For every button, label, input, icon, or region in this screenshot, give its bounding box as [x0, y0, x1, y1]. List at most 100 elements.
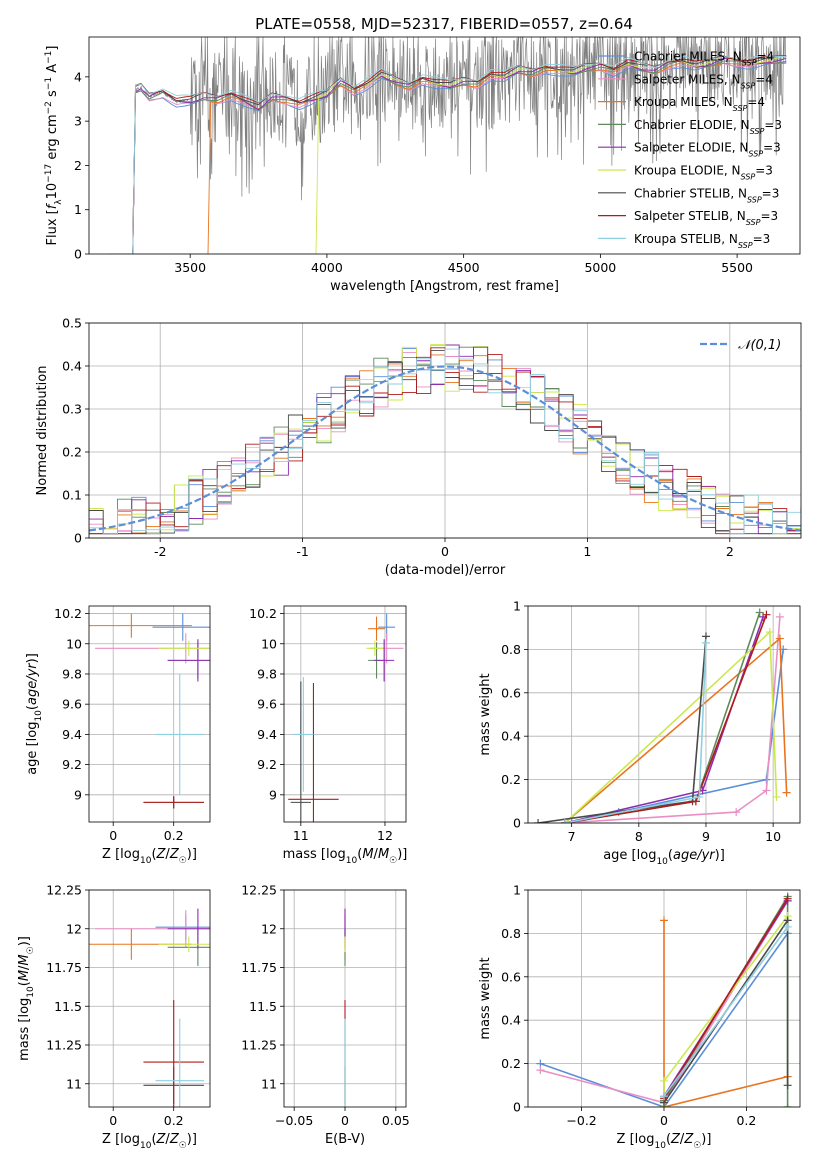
y-tick-label: 12 [261, 921, 277, 936]
y-tick-label: 0.6 [501, 685, 521, 700]
x-tick-label: 5000 [584, 260, 616, 275]
mass-vs-Z-panel: 0 0.2 11 11.25 11.5 11.75 12 12.25 Z [log10(Z/Z☉… [17, 883, 211, 1151]
y-tick-label: 9 [269, 787, 277, 802]
weight-line [540, 932, 789, 1107]
y-axis-label: Normed distribution [35, 366, 50, 496]
errorbar-point [143, 796, 204, 809]
x-axis-label: (data-model)/error [385, 563, 506, 578]
age-vs-mass-plot-area [288, 613, 404, 822]
y-tick-label: 0.8 [501, 926, 521, 941]
y-tick-label: 0.2 [501, 772, 521, 787]
weight-marker [660, 1076, 668, 1085]
x-tick-label: 5500 [721, 260, 753, 275]
y-tick-label: 4 [74, 69, 82, 84]
y-tick-label: 0.4 [501, 729, 521, 744]
x-tick-label: 9 [702, 829, 710, 844]
weight-line [564, 612, 761, 823]
y-tick-label: 0 [513, 1100, 521, 1115]
weight-marker [782, 788, 791, 797]
weight-marker [772, 792, 781, 801]
errorbar-point [155, 673, 204, 795]
y-tick-label: 0.8 [501, 642, 521, 657]
x-tick-label: -1 [296, 544, 308, 559]
x-tick-label: 2 [726, 544, 734, 559]
errorbar-point [158, 936, 210, 952]
legend-entry: Chabrier ELODIE, NSSP=3 [634, 118, 782, 136]
legend-entry: Salpeter ELODIE, NSSP=3 [634, 141, 781, 159]
legend-entry: Kroupa STELIB, NSSP=3 [634, 232, 770, 250]
weight-marker [691, 797, 700, 806]
weight-marker [755, 608, 764, 617]
y-tick-label: 10 [261, 636, 277, 651]
weight-marker [762, 610, 771, 619]
legend-entry: Salpeter MILES, NSSP=4 [634, 72, 773, 90]
errorbar-point [143, 1000, 204, 1107]
errorbar-point [293, 676, 314, 792]
y-axis-label: mass weight [478, 957, 493, 1039]
weight-marker [732, 808, 741, 817]
weight-vs-age-panel: 7 8 9 10 0 0.2 0.4 0.6 0.8 1 age [log10(age/yr)] ma… [478, 599, 801, 867]
weight-line [564, 630, 778, 823]
y-tick-label: 9.4 [257, 727, 277, 742]
y-tick-label: 0.1 [62, 488, 82, 503]
x-tick-label: −0.2 [566, 1113, 596, 1128]
y-axis-label: mass weight [478, 673, 493, 755]
weight-marker [701, 638, 710, 647]
x-axis-label: Z [log10(Z/Z☉)] [102, 1132, 197, 1151]
spectrum-legend: Chabrier MILES, NSSP=4 Salpeter MILES, NS… [598, 50, 782, 250]
weight-line [564, 636, 788, 823]
x-tick-label: 11 [293, 828, 309, 843]
y-tick-label: 11.75 [241, 960, 277, 975]
weight-line [564, 642, 707, 823]
y-tick-label: 0.2 [501, 1056, 521, 1071]
age-vs-Z-plot-area [89, 613, 210, 809]
y-axis-label: mass [log10(M/M☉)] [17, 936, 36, 1061]
y-tick-label: 0 [513, 816, 521, 831]
x-axis-label: Z [log10(Z/Z☉)] [617, 1132, 712, 1151]
figure-title: PLATE=0558, MJD=52317, FIBERID=0557, z=0… [255, 15, 633, 33]
y-tick-label: 9.6 [257, 697, 277, 712]
weight-marker [775, 634, 784, 643]
weight-line [663, 898, 789, 1099]
x-tick-label: 4500 [448, 260, 480, 275]
normal-reference-curve [89, 365, 801, 532]
y-tick-label: 10.2 [54, 606, 82, 621]
weight-marker [660, 916, 668, 925]
errorbar-point [152, 613, 210, 641]
y-tick-label: 11.5 [249, 999, 277, 1014]
x-tick-label: 4000 [311, 260, 343, 275]
age-vs-Z-panel: 0 0.2 9 9.2 9.4 9.6 9.8 10 10.2 Z [log10(Z/Z☉)] ag… [25, 605, 211, 866]
y-tick-label: 0.4 [501, 1013, 521, 1028]
spectrum-panel: 3500 4000 4500 5000 5500 0 1 2 3 4 wavelength [Ang… [44, 36, 801, 294]
model-spectrum-line [108, 62, 787, 254]
residuals-legend: 𝒩(0,1) [700, 338, 781, 353]
errorbar-point [288, 683, 339, 822]
residuals-panel: -2 -1 0 1 2 0 0.1 0.2 0.3 0.4 0.5 (data-model)/erro… [35, 316, 802, 578]
weight-marker [660, 1092, 668, 1101]
weight-line [564, 614, 768, 823]
legend-entry: 𝒩(0,1) [738, 338, 781, 353]
x-axis-label: Z [log10(Z/Z☉)] [102, 847, 197, 866]
errorbar-point [155, 1018, 204, 1107]
weight-marker [783, 922, 792, 931]
age-vs-mass-panel: 11 12 9 9.2 9.4 9.6 9.8 10 10.2 mass [log10(M/M☉)… [249, 605, 407, 866]
y-tick-label: 3 [74, 114, 82, 129]
x-axis-label: E(B-V) [325, 1132, 365, 1147]
data-spectrum-line [108, 37, 787, 254]
weight-marker [560, 819, 569, 823]
y-tick-label: 9.8 [62, 666, 82, 681]
age-vs-mass-frame [283, 605, 407, 823]
y-tick-label: 11 [261, 1076, 277, 1091]
y-tick-label: 12 [66, 921, 82, 936]
x-tick-label: 12 [377, 828, 393, 843]
y-tick-label: 0.2 [62, 445, 82, 460]
x-tick-label: 0 [109, 828, 117, 843]
legend-entry: Chabrier MILES, NSSP=4 [634, 50, 774, 68]
y-tick-label: 0.3 [62, 402, 82, 417]
weight-marker [783, 894, 792, 903]
y-tick-label: 1 [513, 883, 521, 898]
mass-vs-EBV-panel: −0.05 0 0.05 11 11.25 11.5 11.75 12 12.25 E(B-V) [241, 883, 410, 1148]
y-tick-label: 1 [513, 599, 521, 614]
x-tick-label: 0.2 [164, 1113, 184, 1128]
